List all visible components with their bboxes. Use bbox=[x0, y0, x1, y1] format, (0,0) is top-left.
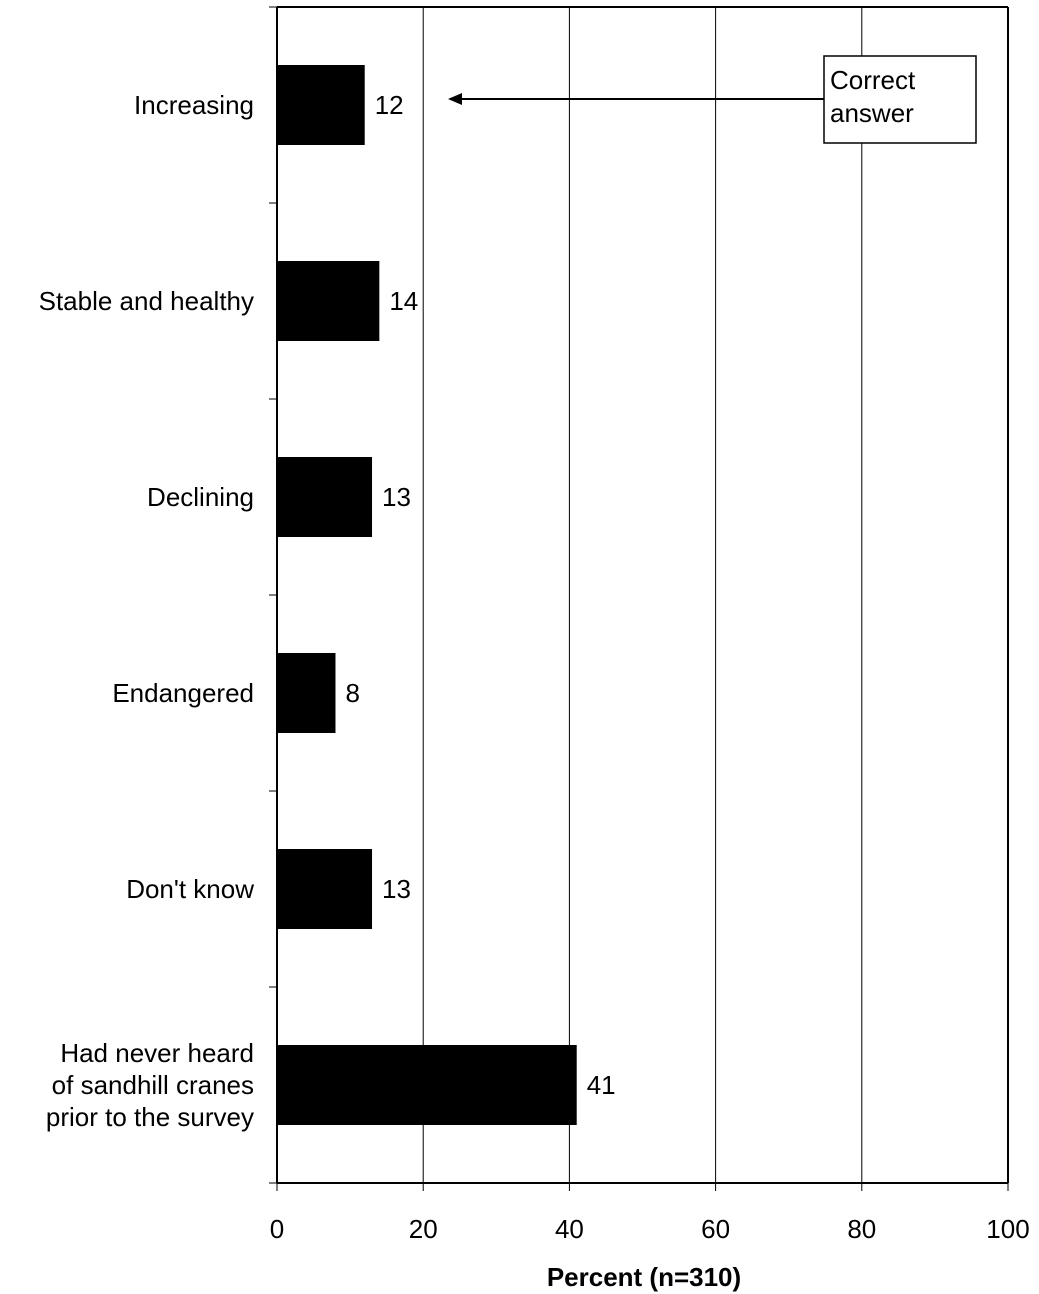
x-tick-label-40: 40 bbox=[555, 1214, 584, 1244]
value-label-1: 14 bbox=[389, 286, 418, 316]
x-axis-title: Percent (n=310) bbox=[547, 1262, 741, 1292]
value-label-5: 41 bbox=[587, 1070, 616, 1100]
x-tick-labels: 0 20 40 60 80 100 bbox=[270, 1214, 1030, 1244]
category-label-5-line-0: Had never heard bbox=[60, 1038, 254, 1068]
annotation-text-line-0: Correct bbox=[830, 65, 916, 95]
annotation-text-line-1: answer bbox=[830, 98, 914, 128]
x-tick-label-100: 100 bbox=[986, 1214, 1029, 1244]
category-label-0: Increasing bbox=[134, 90, 254, 120]
value-label-2: 13 bbox=[382, 482, 411, 512]
value-label-4: 13 bbox=[382, 874, 411, 904]
category-label-3: Endangered bbox=[112, 678, 254, 708]
category-labels: Increasing Stable and healthy Declining End… bbox=[39, 90, 255, 1132]
bar-3 bbox=[277, 653, 336, 733]
category-label-2: Declining bbox=[147, 482, 254, 512]
x-tick-label-20: 20 bbox=[409, 1214, 438, 1244]
value-label-0: 12 bbox=[375, 90, 404, 120]
bar-5 bbox=[277, 1045, 577, 1125]
x-tick-label-60: 60 bbox=[701, 1214, 730, 1244]
grid-lines bbox=[422, 7, 863, 1183]
x-tick-label-0: 0 bbox=[270, 1214, 284, 1244]
annotation-arrowhead bbox=[448, 93, 462, 105]
annotation-box bbox=[823, 55, 977, 144]
bars bbox=[277, 65, 577, 1125]
category-label-1: Stable and healthy bbox=[39, 286, 254, 316]
value-labels: 12 14 13 8 13 41 bbox=[345, 90, 615, 1100]
category-label-5-line-2: prior to the survey bbox=[46, 1102, 254, 1132]
x-tick-label-80: 80 bbox=[847, 1214, 876, 1244]
bar-2 bbox=[277, 457, 373, 537]
bar-0 bbox=[277, 65, 365, 145]
category-label-4: Don't know bbox=[126, 874, 254, 904]
axes bbox=[269, 6, 1009, 1191]
category-label-5-line-1: of sandhill cranes bbox=[52, 1070, 254, 1100]
bar-4 bbox=[277, 849, 373, 929]
value-label-3: 8 bbox=[345, 678, 359, 708]
bar-1 bbox=[277, 261, 380, 341]
